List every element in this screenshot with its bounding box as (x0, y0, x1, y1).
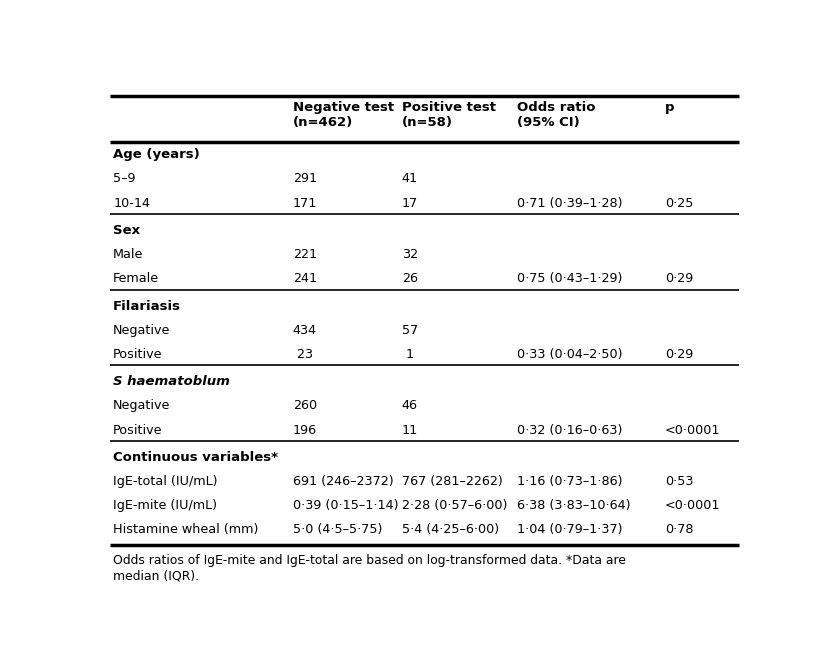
Text: Histamine wheal (mm): Histamine wheal (mm) (113, 523, 258, 536)
Text: 1·16 (0·73–1·86): 1·16 (0·73–1·86) (517, 475, 622, 488)
Text: 26: 26 (401, 272, 418, 286)
Text: <0·0001: <0·0001 (664, 424, 719, 437)
Text: 0·29: 0·29 (664, 348, 692, 361)
Text: Negative: Negative (113, 324, 170, 337)
Text: 0·33 (0·04–2·50): 0·33 (0·04–2·50) (517, 348, 622, 361)
Text: 32: 32 (401, 248, 418, 261)
Text: 767 (281–2262): 767 (281–2262) (401, 475, 502, 488)
Text: 0·25: 0·25 (664, 196, 692, 210)
Text: Male: Male (113, 248, 143, 261)
Text: 5·4 (4·25–6·00): 5·4 (4·25–6·00) (401, 523, 499, 536)
Text: 23: 23 (293, 348, 313, 361)
Text: Age (years): Age (years) (113, 148, 199, 161)
Text: 5·0 (4·5–5·75): 5·0 (4·5–5·75) (293, 523, 382, 536)
Text: 171: 171 (293, 196, 317, 210)
Text: 434: 434 (293, 324, 317, 337)
Text: 221: 221 (293, 248, 317, 261)
Text: 5–9: 5–9 (113, 172, 136, 185)
Text: Positive: Positive (113, 424, 162, 437)
Text: <0·0001: <0·0001 (664, 499, 719, 512)
Text: 57: 57 (401, 324, 418, 337)
Text: Female: Female (113, 272, 159, 286)
Text: 291: 291 (293, 172, 317, 185)
Text: Sex: Sex (113, 224, 140, 237)
Text: Filariasis: Filariasis (113, 299, 181, 312)
Text: S haematoblum: S haematoblum (113, 375, 230, 388)
Text: 0·32 (0·16–0·63): 0·32 (0·16–0·63) (517, 424, 622, 437)
Text: 1·04 (0·79–1·37): 1·04 (0·79–1·37) (517, 523, 622, 536)
Text: Negative test
(n=462): Negative test (n=462) (293, 102, 394, 129)
Text: 691 (246–2372): 691 (246–2372) (293, 475, 393, 488)
Text: p: p (664, 102, 674, 114)
Text: Odds ratio
(95% CI): Odds ratio (95% CI) (517, 102, 595, 129)
Text: Negative: Negative (113, 400, 170, 413)
Text: 6·38 (3·83–10·64): 6·38 (3·83–10·64) (517, 499, 630, 512)
Text: 0·78: 0·78 (664, 523, 693, 536)
Text: Odds ratios of IgE-mite and IgE-total are based on log-transformed data. *Data a: Odds ratios of IgE-mite and IgE-total ar… (113, 554, 625, 582)
Text: 10-14: 10-14 (113, 196, 150, 210)
Text: 0·75 (0·43–1·29): 0·75 (0·43–1·29) (517, 272, 622, 286)
Text: Positive test
(n=58): Positive test (n=58) (401, 102, 495, 129)
Text: 11: 11 (401, 424, 418, 437)
Text: 0·71 (0·39–1·28): 0·71 (0·39–1·28) (517, 196, 622, 210)
Text: 0·29: 0·29 (664, 272, 692, 286)
Text: 46: 46 (401, 400, 418, 413)
Text: 196: 196 (293, 424, 317, 437)
Text: IgE-total (IU/mL): IgE-total (IU/mL) (113, 475, 218, 488)
Text: 0·39 (0·15–1·14): 0·39 (0·15–1·14) (293, 499, 398, 512)
Text: 241: 241 (293, 272, 317, 286)
Text: 260: 260 (293, 400, 317, 413)
Text: Continuous variables*: Continuous variables* (113, 451, 278, 464)
Text: 41: 41 (401, 172, 418, 185)
Text: 1: 1 (401, 348, 414, 361)
Text: IgE-mite (IU/mL): IgE-mite (IU/mL) (113, 499, 217, 512)
Text: 2·28 (0·57–6·00): 2·28 (0·57–6·00) (401, 499, 507, 512)
Text: 17: 17 (401, 196, 418, 210)
Text: 0·53: 0·53 (664, 475, 693, 488)
Text: Positive: Positive (113, 348, 162, 361)
